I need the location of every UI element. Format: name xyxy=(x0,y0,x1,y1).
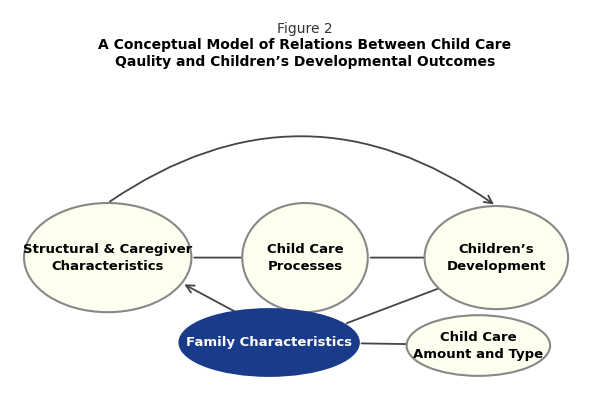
Text: Figure 2: Figure 2 xyxy=(277,22,333,36)
Text: A Conceptual Model of Relations Between Child Care: A Conceptual Model of Relations Between … xyxy=(98,38,512,52)
Text: Child Care
Amount and Type: Child Care Amount and Type xyxy=(414,330,544,361)
Ellipse shape xyxy=(242,203,368,312)
Ellipse shape xyxy=(179,309,359,376)
Ellipse shape xyxy=(407,315,550,376)
Ellipse shape xyxy=(425,206,568,309)
Text: Children’s
Development: Children’s Development xyxy=(447,243,546,273)
Ellipse shape xyxy=(24,203,192,312)
Text: Family Characteristics: Family Characteristics xyxy=(186,336,352,349)
Text: Child Care
Processes: Child Care Processes xyxy=(267,243,343,273)
Text: Structural & Caregiver
Characteristics: Structural & Caregiver Characteristics xyxy=(23,243,192,273)
Text: Qaulity and Children’s Developmental Outcomes: Qaulity and Children’s Developmental Out… xyxy=(115,55,495,69)
